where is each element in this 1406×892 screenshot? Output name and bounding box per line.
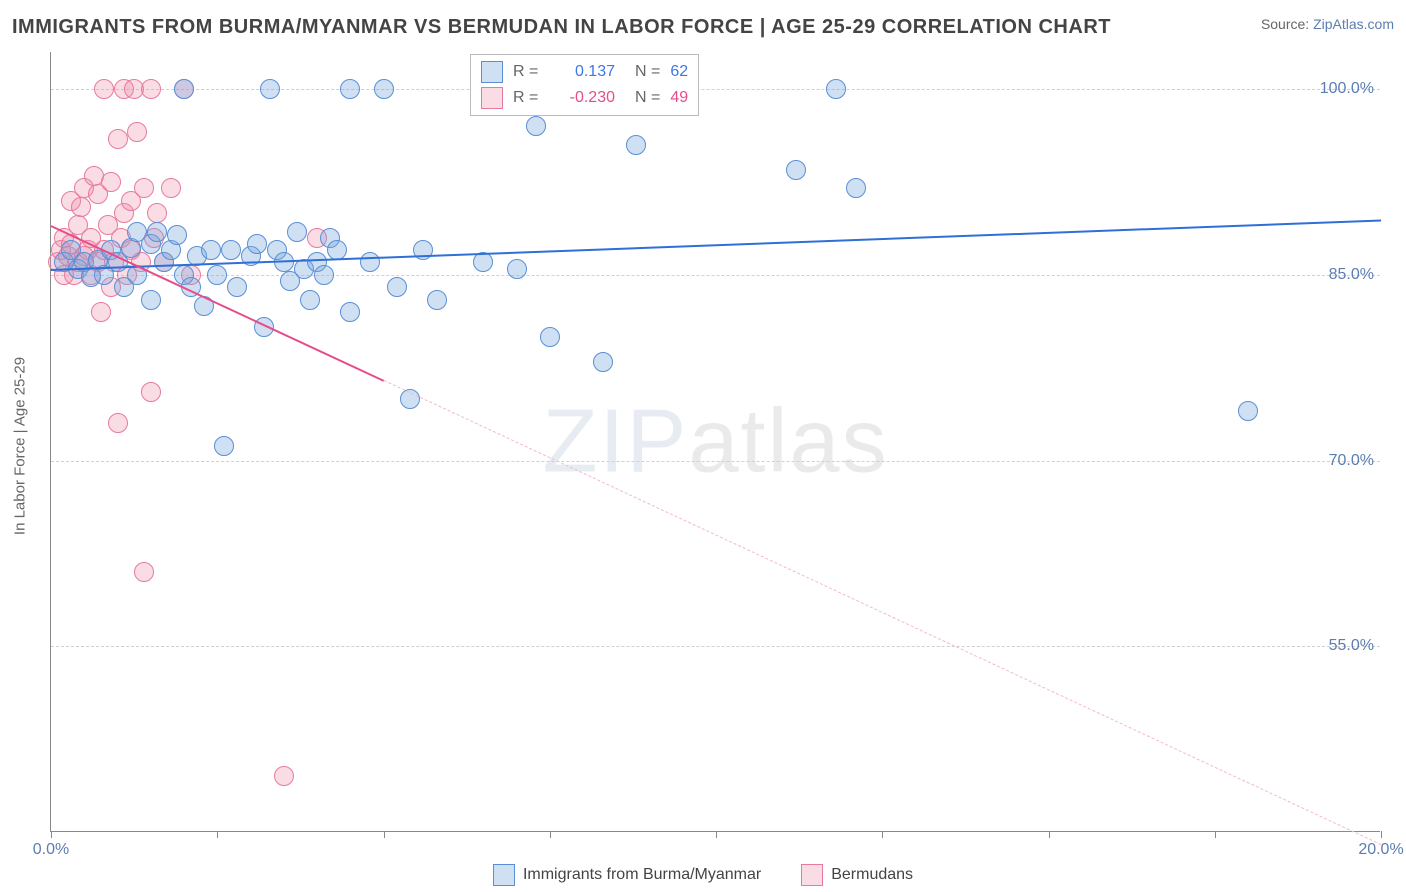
scatter-point-burma: [427, 290, 447, 310]
scatter-point-bermudans: [94, 79, 114, 99]
legend-swatch-burma: [493, 864, 515, 886]
gridline-h: [51, 275, 1380, 276]
scatter-point-bermudans: [101, 172, 121, 192]
scatter-point-bermudans: [127, 122, 147, 142]
legend-r-label: R =: [513, 89, 541, 107]
x-tick: [384, 831, 385, 838]
series-legend-item-burma: Immigrants from Burma/Myanmar: [493, 864, 761, 886]
scatter-point-burma: [174, 79, 194, 99]
scatter-point-burma: [287, 222, 307, 242]
scatter-point-burma: [846, 178, 866, 198]
scatter-point-bermudans: [161, 178, 181, 198]
correlation-legend-box: R = 0.137 N = 62 R = -0.230 N = 49: [470, 54, 699, 116]
x-tick-label: 0.0%: [33, 841, 69, 859]
scatter-point-burma: [340, 79, 360, 99]
scatter-point-burma: [593, 352, 613, 372]
scatter-point-burma: [374, 79, 394, 99]
x-tick: [217, 831, 218, 838]
scatter-point-burma: [147, 222, 167, 242]
scatter-point-bermudans: [141, 79, 161, 99]
legend-n-label: N =: [635, 89, 660, 107]
scatter-point-burma: [473, 252, 493, 272]
x-tick: [882, 831, 883, 838]
legend-row-burma: R = 0.137 N = 62: [481, 59, 688, 85]
scatter-point-bermudans: [71, 197, 91, 217]
scatter-point-burma: [167, 225, 187, 245]
scatter-point-bermudans: [108, 129, 128, 149]
x-tick: [1049, 831, 1050, 838]
x-tick: [716, 831, 717, 838]
scatter-point-bermudans: [147, 203, 167, 223]
legend-swatch-burma: [481, 61, 503, 83]
scatter-point-burma: [507, 259, 527, 279]
gridline-h: [51, 646, 1380, 647]
chart-title: IMMIGRANTS FROM BURMA/MYANMAR VS BERMUDA…: [12, 16, 1111, 39]
source-link[interactable]: Source: ZipAtlas.com: [1261, 16, 1394, 32]
scatter-point-burma: [221, 240, 241, 260]
legend-n-label: N =: [635, 63, 660, 81]
scatter-point-burma: [540, 327, 560, 347]
scatter-point-bermudans: [108, 413, 128, 433]
legend-n-value: 49: [670, 89, 688, 107]
scatter-point-burma: [786, 160, 806, 180]
y-tick-label: 70.0%: [1329, 452, 1374, 470]
legend-row-bermudans: R = -0.230 N = 49: [481, 85, 688, 111]
y-tick-label: 85.0%: [1329, 266, 1374, 284]
scatter-point-burma: [340, 302, 360, 322]
scatter-point-burma: [260, 79, 280, 99]
x-tick: [550, 831, 551, 838]
scatter-point-bermudans: [91, 302, 111, 322]
source-name: ZipAtlas.com: [1313, 16, 1394, 32]
series-legend-label: Bermudans: [831, 866, 913, 884]
y-tick-label: 100.0%: [1320, 80, 1374, 98]
source-label: Source:: [1261, 16, 1309, 32]
trend-line: [383, 380, 1381, 845]
legend-swatch-bermudans: [481, 87, 503, 109]
legend-n-value: 62: [670, 63, 688, 81]
x-tick: [1215, 831, 1216, 838]
scatter-point-bermudans: [274, 766, 294, 786]
x-tick: [51, 831, 52, 838]
scatter-point-burma: [826, 79, 846, 99]
series-legend-item-bermudans: Bermudans: [801, 864, 913, 886]
scatter-plot-area: ZIPatlas 55.0%70.0%85.0%100.0%0.0%20.0%: [50, 52, 1380, 832]
scatter-point-bermudans: [141, 382, 161, 402]
scatter-point-burma: [360, 252, 380, 272]
legend-r-value: 0.137: [551, 63, 615, 81]
series-legend-label: Immigrants from Burma/Myanmar: [523, 866, 761, 884]
scatter-point-burma: [314, 265, 334, 285]
scatter-point-burma: [387, 277, 407, 297]
legend-r-label: R =: [513, 63, 541, 81]
series-legend: Immigrants from Burma/Myanmar Bermudans: [0, 864, 1406, 886]
scatter-point-bermudans: [134, 562, 154, 582]
scatter-point-burma: [526, 116, 546, 136]
y-tick-label: 55.0%: [1329, 637, 1374, 655]
scatter-point-burma: [626, 135, 646, 155]
legend-swatch-bermudans: [801, 864, 823, 886]
scatter-point-burma: [1238, 401, 1258, 421]
scatter-point-burma: [214, 436, 234, 456]
legend-r-value: -0.230: [551, 89, 615, 107]
gridline-h: [51, 89, 1380, 90]
y-axis-title: In Labor Force | Age 25-29: [12, 357, 29, 535]
watermark-thin: atlas: [688, 391, 888, 491]
watermark-bold: ZIP: [542, 391, 688, 491]
scatter-point-burma: [201, 240, 221, 260]
scatter-point-burma: [227, 277, 247, 297]
scatter-point-burma: [300, 290, 320, 310]
scatter-point-burma: [141, 290, 161, 310]
x-tick: [1381, 831, 1382, 838]
scatter-point-bermudans: [134, 178, 154, 198]
scatter-point-burma: [247, 234, 267, 254]
gridline-h: [51, 461, 1380, 462]
scatter-point-burma: [207, 265, 227, 285]
